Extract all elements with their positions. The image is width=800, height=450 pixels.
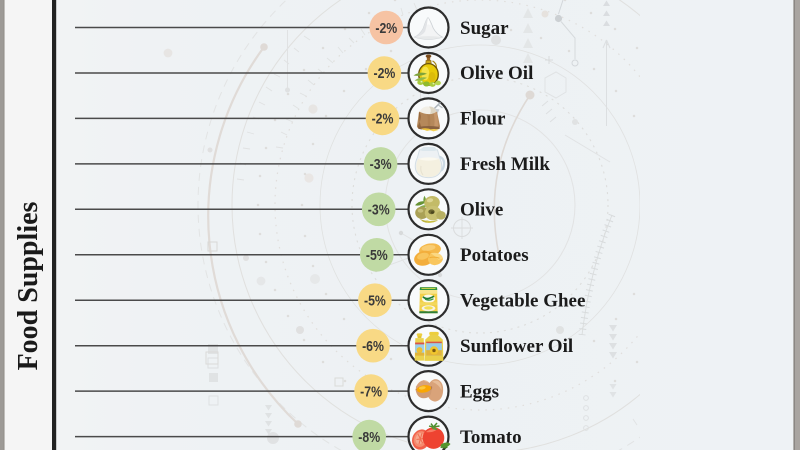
- svg-text:Vegetable Ghee: Vegetable Ghee: [460, 291, 585, 312]
- svg-text:-2%: -2%: [375, 20, 397, 36]
- svg-text:-6%: -6%: [362, 338, 384, 354]
- svg-text:Olive: Olive: [460, 200, 503, 221]
- svg-text:Flour: Flour: [460, 109, 506, 130]
- svg-text:-8%: -8%: [358, 429, 380, 445]
- svg-text:Eggs: Eggs: [460, 381, 499, 402]
- svg-text:Sunflower Oil: Sunflower Oil: [460, 336, 573, 357]
- svg-text:Tomato: Tomato: [460, 427, 522, 448]
- svg-text:Sugar: Sugar: [460, 18, 509, 39]
- svg-text:-3%: -3%: [370, 156, 392, 172]
- svg-text:-7%: -7%: [360, 383, 382, 399]
- svg-text:Fresh Milk: Fresh Milk: [460, 154, 550, 175]
- svg-text:-3%: -3%: [368, 201, 390, 217]
- svg-text:-2%: -2%: [372, 111, 394, 127]
- svg-text:Potatoes: Potatoes: [460, 245, 529, 266]
- svg-text:-2%: -2%: [373, 65, 395, 81]
- svg-text:-5%: -5%: [366, 247, 388, 263]
- svg-text:Food Supplies: Food Supplies: [13, 201, 44, 370]
- svg-text:Olive Oil: Olive Oil: [460, 63, 533, 84]
- svg-text:-5%: -5%: [364, 292, 386, 308]
